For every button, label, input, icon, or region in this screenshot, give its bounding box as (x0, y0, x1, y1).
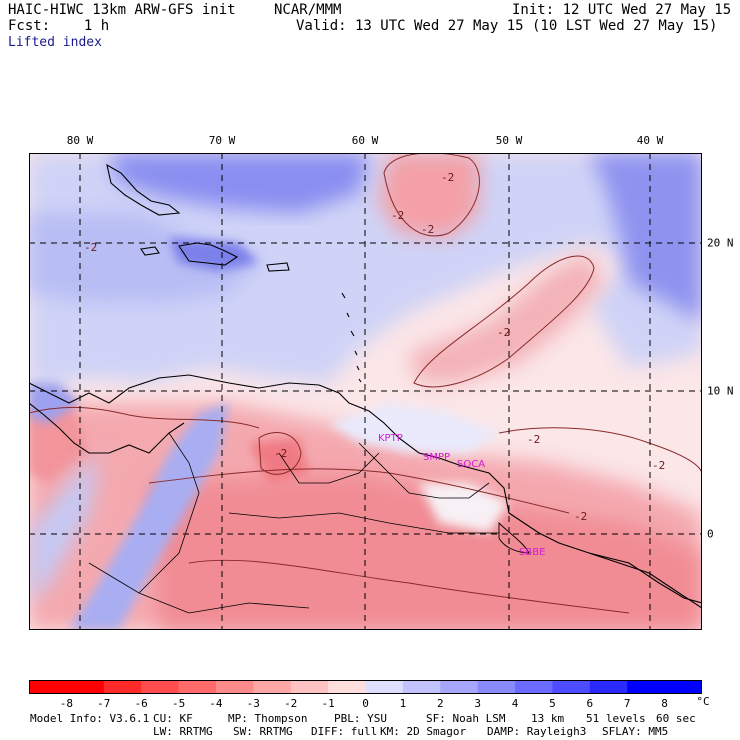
colorbar-tick-label: 7 (623, 697, 631, 710)
colorbar-tick-label: 4 (511, 697, 519, 710)
contour-label: -2 (441, 171, 454, 184)
colorbar-tick-label: -6 (134, 697, 148, 710)
colorbar-swatch (664, 680, 702, 694)
footer-lw: LW: RRTMG (153, 725, 213, 738)
footer-km: KM: 2D Smagor (380, 725, 467, 738)
footer-levels: 51 levels (586, 712, 646, 725)
colorbar-tick-label: -2 (284, 697, 298, 710)
footer-model-info: Model Info: V3.6.1 (30, 712, 150, 725)
contour-lines (29, 153, 702, 614)
coastlines (29, 163, 702, 614)
colorbar-tick-label: -3 (246, 697, 260, 710)
colorbar-tick-label: -7 (97, 697, 111, 710)
lon-label-60w: 60 W (351, 134, 379, 147)
lat-label-0: 0 (707, 527, 714, 541)
contour-label: -2 (84, 241, 97, 254)
colorbar-swatch (66, 680, 105, 694)
colorbar-tick-label: 2 (436, 697, 444, 710)
colorbar-tick-label: -8 (59, 697, 74, 710)
colorbar-tick-label: -4 (209, 697, 223, 710)
colorbar-swatch (253, 680, 292, 694)
lifted-index-map: -2 -2 -2 -2 -2 -2 -2 -2 -2 KPTP SMPP SOC… (29, 153, 702, 630)
colorbar-tick-label: 8 (661, 697, 668, 710)
colorbar-swatch (290, 680, 329, 694)
colorbar-swatch (440, 680, 479, 694)
contour-label: -2 (652, 459, 665, 472)
lon-label-50w: 50 W (495, 134, 523, 147)
valid-time: Valid: 13 UTC Wed 27 May 15 (10 LST Wed … (296, 18, 718, 34)
contour-label: -2 (274, 447, 287, 460)
field-name: Lifted index (8, 35, 102, 50)
footer-resolution: 13 km (531, 712, 565, 725)
footer-timestep: 60 sec (656, 712, 696, 725)
colorbar-swatch (141, 680, 180, 694)
lat-label-20n: 20 N (707, 236, 734, 250)
model-title: HAIC-HIWC 13km ARW-GFS init (8, 2, 236, 18)
lat-label-10n: 10 N (707, 384, 734, 398)
colorbar-swatch (552, 680, 591, 694)
station-label: KPTP (378, 433, 403, 444)
colorbar-swatch (515, 680, 553, 694)
footer-sf: SF: Noah LSM (426, 712, 506, 725)
colorbar-tick-label: 3 (474, 697, 481, 710)
forecast-hour: Fcst: 1 h (8, 18, 110, 34)
init-time: Init: 12 UTC Wed 27 May 15 (512, 2, 732, 18)
colorbar-tick-label: -1 (321, 697, 335, 710)
station-label: SOCA (457, 459, 485, 470)
footer-damp: DAMP: Rayleigh3 (487, 725, 587, 738)
colorbar-tick-label: 5 (549, 697, 556, 710)
contour-label: -2 (527, 433, 540, 446)
colorbar (29, 680, 702, 694)
graticule (29, 153, 702, 630)
colorbar-swatch (589, 680, 628, 694)
footer-pbl: PBL: YSU (334, 712, 387, 725)
colorbar-swatch (215, 680, 254, 694)
colorbar-swatch (477, 680, 516, 694)
contour-label: -2 (574, 510, 587, 523)
station-label: SBBE (519, 547, 545, 558)
footer-cu: CU: KF (153, 712, 193, 725)
colorbar-swatch (29, 680, 67, 694)
colorbar-tick-label: -5 (171, 697, 186, 710)
station-label: SMPP (423, 452, 450, 463)
colorbar-tick-label: 6 (586, 697, 594, 710)
colorbar-tick-label: 0 (362, 697, 369, 710)
colorbar-swatch (627, 680, 666, 694)
org-label: NCAR/MMM (274, 2, 342, 18)
map-border (29, 153, 702, 630)
colorbar-swatch (103, 680, 142, 694)
lon-label-40w: 40 W (636, 134, 664, 147)
colorbar-border (29, 680, 702, 694)
footer-mp: MP: Thompson (228, 712, 308, 725)
contour-label: -2 (497, 326, 510, 339)
colorbar-tick-label: 1 (399, 697, 407, 710)
lon-label-80w: 80 W (66, 134, 94, 147)
contour-label: -2 (421, 223, 434, 236)
footer-sw: SW: RRTMG (233, 725, 293, 738)
contour-label: -2 (391, 209, 404, 222)
footer-diff: DIFF: full (311, 725, 378, 738)
footer-sflay: SFLAY: MM5 (602, 725, 669, 738)
lon-label-70w: 70 W (208, 134, 236, 147)
colorbar-swatch (328, 680, 366, 694)
colorbar-swatch (178, 680, 217, 694)
unit-label: °C (696, 695, 710, 708)
colorbar-swatch (365, 680, 404, 694)
colorbar-swatch (402, 680, 441, 694)
